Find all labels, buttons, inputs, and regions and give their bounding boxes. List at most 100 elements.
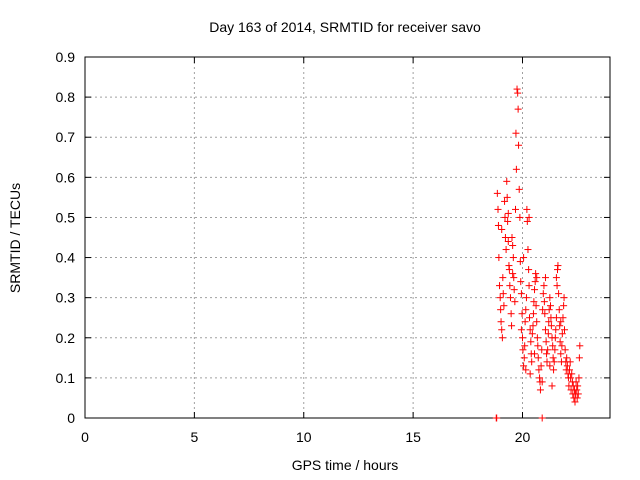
data-point [508,234,516,241]
x-tick-label: 5 [190,429,198,445]
data-point [529,322,537,330]
data-point [498,334,506,342]
data-point [559,314,567,322]
data-point [541,274,549,282]
data-point [504,238,512,246]
data-point [527,338,535,346]
data-point [516,258,524,266]
data-point [493,189,501,197]
chart-title: Day 163 of 2014, SRMTID for receiver sav… [209,19,481,35]
data-point [509,270,517,278]
data-point [519,334,526,342]
data-point [575,374,583,382]
data-point [541,326,549,334]
data-point [501,234,509,241]
y-tick-label: 0 [67,410,75,426]
data-point [552,314,560,322]
data-point [546,294,554,302]
data-point [523,205,531,213]
data-point [535,366,543,374]
data-point [543,358,551,366]
data-point [536,386,544,394]
data-point [561,346,569,354]
data-point [529,310,537,318]
data-point [572,378,580,386]
x-axis-label: GPS time / hours [292,457,399,473]
data-point [512,165,520,173]
data-point [504,209,512,217]
y-tick-label: 0.6 [56,169,76,185]
data-point [505,266,513,274]
data-point [494,205,502,213]
data-point [534,342,542,350]
data-point [514,89,522,97]
data-point [568,370,576,378]
data-point [556,338,564,346]
data-point [550,358,558,366]
data-point [526,314,533,322]
data-point [558,342,566,350]
data-point [501,213,509,221]
y-tick-label: 0.5 [56,209,76,225]
data-point [538,378,546,386]
data-point [497,318,505,326]
data-point [563,362,571,370]
data-point [539,306,547,314]
data-point [526,370,534,378]
data-point [518,310,526,318]
data-point [500,302,508,310]
data-point [525,213,533,221]
data-point [530,298,538,306]
data-point [532,270,540,278]
data-point [533,334,541,342]
data-point [510,274,518,282]
data-point [521,342,529,350]
data-point [526,326,534,334]
data-point [499,290,507,298]
data-point [502,246,510,254]
data-point [522,306,530,314]
data-point [551,346,559,354]
data-point [545,306,553,314]
data-point [514,105,522,113]
data-point [520,354,528,362]
data-point [528,358,536,366]
data-point [561,326,568,334]
data-point [555,290,563,298]
y-tick-label: 0.3 [56,290,76,306]
data-point [538,414,546,422]
data-point [511,298,519,306]
data-point [531,286,539,294]
data-point [512,129,520,137]
data-point [509,254,517,262]
data-point [545,318,553,326]
data-point [512,205,519,213]
data-point [556,322,564,330]
data-point [524,246,532,254]
data-point [533,318,541,326]
data-point [521,318,529,326]
data-point [515,185,523,193]
data-point [543,350,551,358]
data-point [544,330,552,338]
y-tick-label: 0.2 [56,330,76,346]
data-point [528,330,536,338]
data-point [549,354,557,362]
data-point [498,326,506,334]
data-point [542,338,550,346]
data-points [492,85,584,422]
data-point [566,366,574,374]
data-point [506,282,514,290]
data-point [531,278,539,286]
data-point [510,286,518,294]
data-point [495,254,503,262]
data-point [560,294,568,302]
data-point [503,193,511,201]
data-point [557,318,565,326]
data-point [517,326,525,334]
data-point [523,217,531,225]
data-point [576,342,584,350]
data-point [498,225,506,233]
data-point [508,322,516,330]
